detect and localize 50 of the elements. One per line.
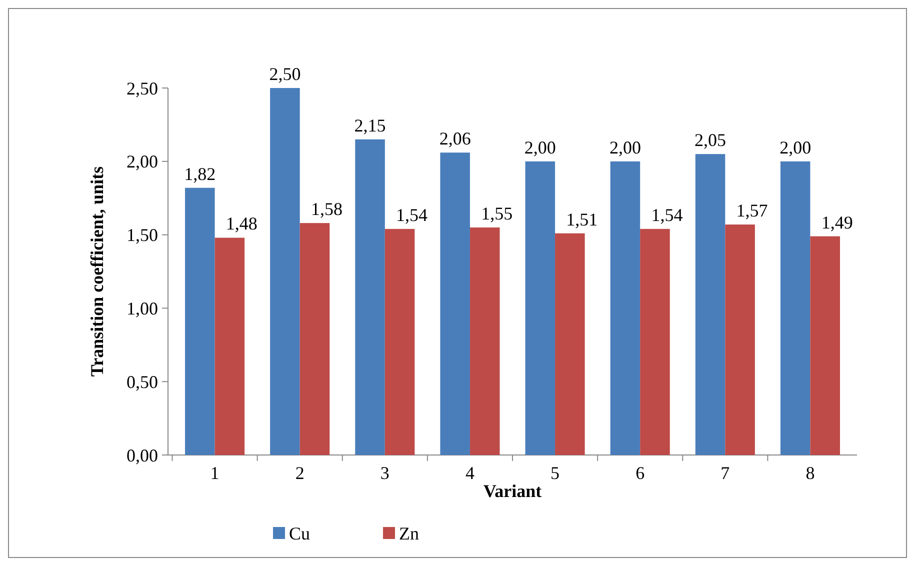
bar	[780, 161, 810, 455]
bar	[214, 238, 245, 455]
bar	[300, 223, 330, 455]
data-label: 1,58	[310, 199, 342, 220]
bar	[440, 152, 470, 455]
y-axis-title: Transition coefficient, units	[87, 166, 107, 377]
x-tick-label: 1	[210, 463, 220, 483]
x-tick-label: 8	[806, 463, 815, 483]
x-tick-label: 4	[465, 463, 474, 483]
x-tick-label: 5	[550, 463, 560, 483]
data-label: 2,00	[780, 137, 812, 158]
bar	[185, 188, 215, 455]
data-label: 1,48	[226, 214, 258, 234]
bar	[810, 236, 840, 455]
y-tick-label: 0,00	[126, 445, 158, 466]
y-tick-label: 1,50	[126, 225, 158, 246]
data-label: 1,51	[566, 209, 598, 230]
data-label: 2,50	[269, 64, 301, 84]
legend-label: Cu	[289, 523, 310, 544]
bar	[384, 228, 415, 455]
bar	[270, 88, 300, 455]
legend-label: Zn	[399, 523, 419, 544]
x-axis-title: Variant	[483, 481, 542, 501]
x-tick-label: 7	[720, 463, 730, 483]
bar	[695, 154, 726, 455]
data-label: 2,05	[694, 130, 726, 150]
bar	[525, 161, 556, 455]
y-tick-label: 2,00	[126, 152, 158, 172]
x-tick-label: 2	[295, 463, 304, 483]
data-label: 1,82	[184, 164, 216, 184]
data-label: 1,54	[651, 204, 683, 225]
data-label: 1,49	[821, 212, 853, 232]
y-tick-label: 2,50	[126, 78, 158, 98]
x-tick-label: 6	[636, 463, 645, 483]
bar	[470, 227, 500, 455]
data-label: 2,06	[439, 128, 471, 149]
data-label: 2,00	[524, 137, 556, 158]
bar	[555, 233, 585, 455]
bar	[610, 161, 640, 455]
y-tick-label: 0,50	[126, 372, 158, 392]
bar	[640, 228, 670, 455]
bar	[355, 139, 385, 455]
data-label: 1,54	[396, 204, 428, 225]
data-label: 2,15	[354, 115, 386, 136]
bar	[725, 224, 755, 455]
data-label: 2,00	[609, 137, 641, 158]
y-tick-label: 1,00	[126, 298, 158, 318]
data-label: 1,57	[736, 200, 768, 221]
x-tick-label: 3	[380, 463, 390, 483]
data-label: 1,55	[481, 203, 513, 224]
